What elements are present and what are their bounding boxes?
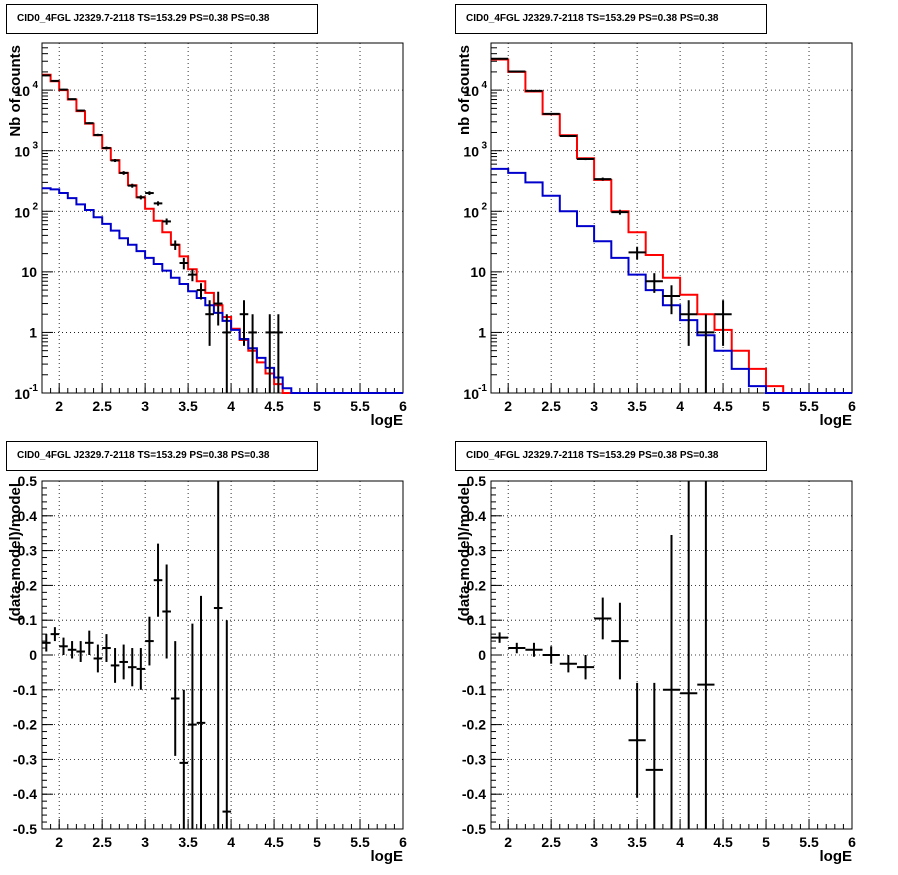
y-tick-label: -0.3	[13, 751, 37, 767]
y-tick-label: 0	[29, 647, 37, 663]
x-tick-label: 5	[313, 398, 321, 414]
x-tick-label: 3.5	[178, 398, 198, 414]
y-tick-label: 10	[14, 204, 30, 220]
x-tick-label: 5.5	[350, 834, 370, 850]
model-histogram-total	[491, 58, 852, 394]
x-tick-label: 2	[55, 834, 63, 850]
y-tick-label: -0.1	[13, 682, 37, 698]
pad4-title: CID0_4FGL J2329.7-2118 TS=153.29 PS=0.38…	[455, 441, 767, 471]
x-tick-label: 2	[55, 398, 63, 414]
y-axis-label: Nb of counts	[7, 45, 24, 137]
x-tick-label: 3	[590, 834, 598, 850]
pad1-title: CID0_4FGL J2329.7-2118 TS=153.29 PS=0.38…	[6, 4, 318, 34]
y-tick-label: 10	[463, 83, 479, 99]
y-tick-label: 10	[463, 144, 479, 160]
x-tick-label: 4.5	[264, 398, 284, 414]
y-tick-label: 0	[478, 647, 486, 663]
x-tick-label: 3.5	[627, 834, 647, 850]
plot-frame-2	[490, 42, 853, 394]
x-tick-label: 4	[676, 398, 684, 414]
y-tick-label: -0.5	[13, 821, 37, 837]
x-axis-label: logE	[371, 412, 404, 429]
x-tick-label: 6	[848, 834, 856, 850]
x-tick-label: 5.5	[799, 834, 819, 850]
x-tick-label: 4.5	[713, 398, 733, 414]
pad2-title: CID0_4FGL J2329.7-2118 TS=153.29 PS=0.38…	[455, 4, 767, 34]
y-tick-label: 0.3	[18, 543, 38, 559]
y-tick-label: 10	[14, 83, 30, 99]
x-tick-label: 5.5	[799, 398, 819, 414]
y-tick-label: 1	[29, 324, 37, 340]
y-tick-exponent: -1	[478, 383, 487, 394]
y-tick-label: 10	[14, 144, 30, 160]
x-tick-label: 4	[676, 834, 684, 850]
model-histogram-component	[491, 167, 852, 394]
pad3-title: CID0_4FGL J2329.7-2118 TS=153.29 PS=0.38…	[6, 441, 318, 471]
model-histogram-component	[42, 187, 403, 394]
y-tick-label: -0.5	[462, 821, 486, 837]
x-tick-label: 6	[399, 398, 407, 414]
x-tick-label: 4.5	[264, 834, 284, 850]
x-tick-label: 6	[399, 834, 407, 850]
x-tick-label: 3.5	[178, 834, 198, 850]
y-tick-label: 0.1	[467, 612, 487, 628]
y-tick-label: 10	[14, 386, 30, 402]
y-tick-exponent: 2	[32, 201, 38, 212]
y-tick-exponent: 2	[481, 201, 487, 212]
x-tick-label: 3	[141, 398, 149, 414]
y-tick-label: 0.1	[18, 612, 38, 628]
y-tick-label: -0.4	[462, 786, 486, 802]
x-tick-label: 2	[504, 398, 512, 414]
y-tick-label: 0.4	[467, 508, 487, 524]
y-tick-label: 0.5	[18, 473, 38, 489]
y-tick-exponent: 3	[32, 141, 38, 152]
x-tick-label: 4	[227, 398, 235, 414]
x-tick-label: 2	[504, 834, 512, 850]
x-tick-label: 5	[762, 398, 770, 414]
y-tick-label: 0.2	[18, 577, 38, 593]
y-axis-label: (data-model)/model	[7, 483, 24, 621]
x-axis-label: logE	[371, 848, 404, 865]
y-tick-label: -0.2	[462, 717, 486, 733]
x-tick-label: 4.5	[713, 834, 733, 850]
x-axis-label: logE	[820, 848, 853, 865]
y-tick-label: 0.5	[467, 473, 487, 489]
x-tick-label: 2.5	[92, 398, 112, 414]
y-tick-label: -0.1	[462, 682, 486, 698]
x-tick-label: 3	[141, 834, 149, 850]
y-tick-exponent: 4	[481, 80, 487, 91]
y-axis-label: nb of counts	[456, 45, 473, 135]
x-tick-label: 2.5	[92, 834, 112, 850]
y-tick-label: 10	[463, 204, 479, 220]
x-tick-label: 5	[313, 834, 321, 850]
y-axis-label: (data-model)/model	[456, 483, 473, 621]
model-histogram-total	[42, 73, 403, 394]
y-tick-label: 10	[463, 386, 479, 402]
x-tick-label: 4	[227, 834, 235, 850]
x-tick-label: 3.5	[627, 398, 647, 414]
y-tick-label: 1	[478, 324, 486, 340]
x-tick-label: 3	[590, 398, 598, 414]
x-axis-label: logE	[820, 412, 853, 429]
y-tick-exponent: 4	[32, 80, 38, 91]
y-tick-label: 0.4	[18, 508, 38, 524]
y-tick-label: 0.3	[467, 543, 487, 559]
y-tick-label: 10	[21, 264, 37, 280]
x-tick-label: 6	[848, 398, 856, 414]
y-tick-label: -0.4	[13, 786, 37, 802]
y-tick-exponent: 3	[481, 141, 487, 152]
y-tick-label: -0.3	[462, 751, 486, 767]
y-tick-label: -0.2	[13, 717, 37, 733]
x-tick-label: 5.5	[350, 398, 370, 414]
x-tick-label: 2.5	[541, 398, 561, 414]
x-tick-label: 5	[762, 834, 770, 850]
y-tick-label: 0.2	[467, 577, 487, 593]
y-tick-exponent: -1	[29, 383, 38, 394]
y-tick-label: 10	[470, 264, 486, 280]
x-tick-label: 2.5	[541, 834, 561, 850]
